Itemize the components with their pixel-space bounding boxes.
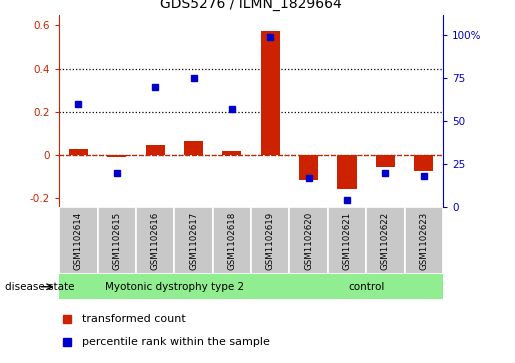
Bar xyxy=(366,207,405,274)
Bar xyxy=(289,274,443,299)
Bar xyxy=(376,155,395,167)
Bar xyxy=(174,207,213,274)
Bar xyxy=(404,207,443,274)
Text: GSM1102619: GSM1102619 xyxy=(266,211,274,270)
Text: GSM1102617: GSM1102617 xyxy=(189,211,198,270)
Title: GDS5276 / ILMN_1829664: GDS5276 / ILMN_1829664 xyxy=(160,0,342,11)
Bar xyxy=(98,207,136,274)
Bar xyxy=(414,155,433,171)
Bar xyxy=(289,207,328,274)
Text: GSM1102620: GSM1102620 xyxy=(304,211,313,270)
Text: GSM1102616: GSM1102616 xyxy=(151,211,160,270)
Bar xyxy=(299,155,318,180)
Bar xyxy=(251,207,289,274)
Text: GSM1102623: GSM1102623 xyxy=(419,211,428,270)
Bar xyxy=(337,155,356,188)
Bar xyxy=(328,207,366,274)
Bar xyxy=(136,207,174,274)
Text: GSM1102621: GSM1102621 xyxy=(342,211,351,270)
Bar xyxy=(69,148,88,155)
Text: transformed count: transformed count xyxy=(82,314,186,324)
Text: disease state: disease state xyxy=(5,282,75,292)
Bar xyxy=(261,31,280,155)
Text: GSM1102614: GSM1102614 xyxy=(74,211,83,270)
Bar xyxy=(213,207,251,274)
Bar xyxy=(184,141,203,155)
Bar xyxy=(146,145,165,155)
Text: GSM1102615: GSM1102615 xyxy=(112,211,121,270)
Text: percentile rank within the sample: percentile rank within the sample xyxy=(82,338,270,347)
Bar xyxy=(107,155,126,157)
Text: Myotonic dystrophy type 2: Myotonic dystrophy type 2 xyxy=(105,282,244,292)
Text: control: control xyxy=(348,282,384,292)
Bar xyxy=(222,151,242,155)
Bar xyxy=(59,207,98,274)
Text: GSM1102618: GSM1102618 xyxy=(228,211,236,270)
Bar xyxy=(59,274,289,299)
Text: GSM1102622: GSM1102622 xyxy=(381,211,390,270)
